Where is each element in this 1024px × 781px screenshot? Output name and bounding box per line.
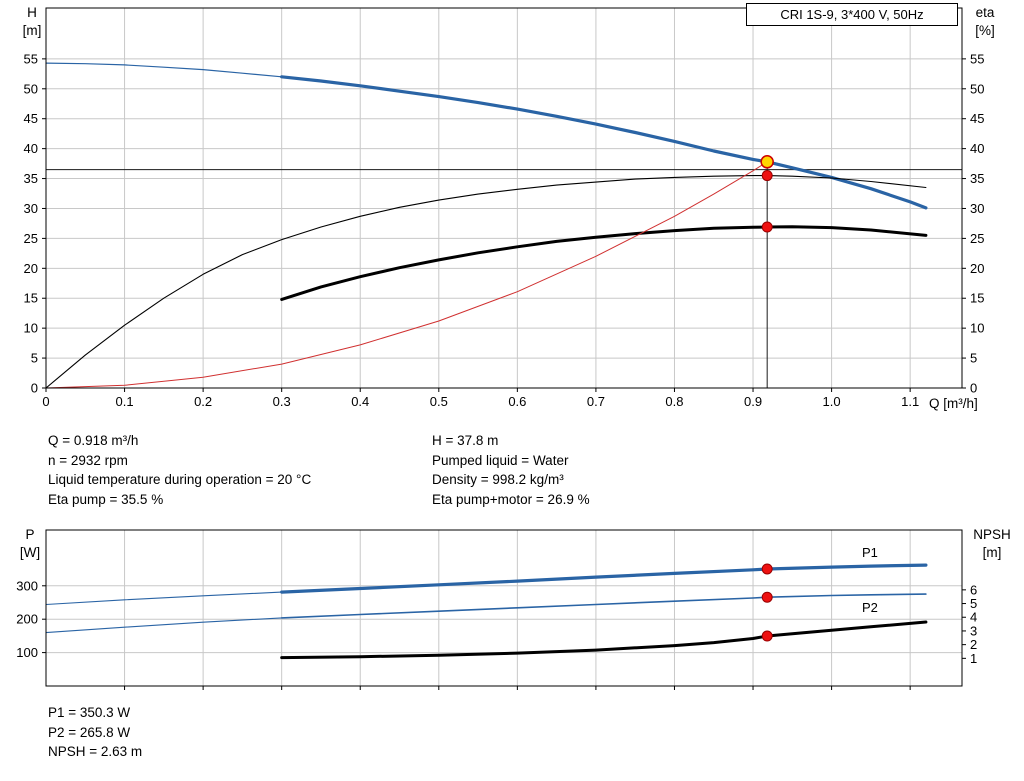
- y2-tick-label: 25: [970, 231, 984, 246]
- y-tick-label: 15: [24, 291, 38, 306]
- head-axis-title: H [m]: [14, 4, 50, 40]
- eta-axis-title: eta [%]: [962, 4, 1008, 40]
- eta-pump-curve: [45, 175, 927, 389]
- power-npsh-chart-border: [45, 529, 963, 687]
- head-axis-symbol: H: [27, 5, 37, 20]
- npsh-point: [761, 630, 773, 642]
- power-axis-unit: [W]: [19, 545, 41, 560]
- y2-tick-label: 15: [970, 291, 984, 306]
- y-tick-label: 35: [24, 171, 38, 186]
- npsh-axis-title: NPSH [m]: [964, 526, 1020, 562]
- p2-curve-label: P2: [862, 600, 878, 615]
- info-line-head: H = 37.8 m: [432, 433, 499, 448]
- x-tick-label: 0.9: [744, 394, 762, 409]
- npsh-axis-symbol: NPSH: [973, 527, 1011, 542]
- result-info: P1 = 350.3 W P2 = 265.8 W NPSH = 2.63 m: [48, 703, 142, 762]
- y2-tick-label: 0: [970, 381, 977, 396]
- y-tick-label: 40: [24, 141, 38, 156]
- p1-curve-extension: [45, 591, 283, 606]
- x-tick-label: 0.6: [508, 394, 526, 409]
- p1-curve-label: P1: [862, 545, 878, 560]
- y-tick-label: 20: [24, 261, 38, 276]
- duty-info-left: Q = 0.918 m³/h n = 2932 rpm Liquid tempe…: [48, 431, 311, 509]
- info-line-flow: Q = 0.918 m³/h: [48, 433, 139, 448]
- y2-tick-label: 30: [970, 201, 984, 216]
- qh-eta-chart-border: [45, 7, 963, 389]
- y-tick-label: 10: [24, 321, 38, 336]
- y2-tick-label: 2: [970, 637, 977, 652]
- y-tick-label: 200: [16, 612, 38, 627]
- system-curve: [45, 161, 768, 389]
- p1-point: [761, 563, 773, 575]
- flow-axis-title: Q [m³/h]: [929, 396, 978, 411]
- p2-point: [761, 591, 773, 603]
- y2-tick-label: 50: [970, 81, 984, 96]
- info-line-temperature: Liquid temperature during operation = 20…: [48, 472, 312, 487]
- info-line-eta-total: Eta pump+motor = 26.9 %: [432, 491, 590, 507]
- y-tick-label: 50: [24, 81, 38, 96]
- x-tick-label: 0: [42, 394, 49, 409]
- y-tick-label: 300: [16, 578, 38, 593]
- y2-tick-label: 40: [970, 141, 984, 156]
- duty-info-right: H = 37.8 m Pumped liquid = Water Density…: [432, 431, 590, 509]
- y2-tick-label: 45: [970, 111, 984, 126]
- y2-tick-label: 3: [970, 623, 977, 638]
- x-tick-label: 0.3: [273, 394, 291, 409]
- info-line-eta-pump: Eta pump = 35.5 %: [48, 491, 164, 507]
- x-tick-label: 0.5: [430, 394, 448, 409]
- y2-tick-label: 5: [970, 351, 977, 366]
- head-axis-unit: [m]: [22, 23, 42, 38]
- power-axis-title: P [W]: [12, 526, 48, 562]
- y2-tick-label: 1: [970, 651, 977, 666]
- y-tick-label: 55: [24, 51, 38, 66]
- y-tick-label: 0: [31, 381, 38, 396]
- eta-pump-motor-point: [761, 221, 773, 233]
- info-line-density: Density = 998.2 kg/m³: [432, 472, 564, 487]
- y-tick-label: 5: [31, 351, 38, 366]
- y2-tick-label: 35: [970, 171, 984, 186]
- y-tick-label: 45: [24, 111, 38, 126]
- eta-pump-motor-curve: [280, 225, 928, 301]
- result-line-npsh: NPSH = 2.63 m: [48, 744, 143, 759]
- y-tick-label: 30: [24, 201, 38, 216]
- x-tick-label: 0.8: [665, 394, 683, 409]
- p1-curve: [280, 563, 928, 594]
- y2-tick-label: 5: [970, 596, 977, 611]
- power-axis-symbol: P: [25, 527, 35, 542]
- y2-tick-label: 4: [970, 610, 977, 625]
- head-curve-extension: [45, 62, 283, 78]
- npsh-axis-unit: [m]: [982, 545, 1002, 560]
- x-tick-label: 0.2: [194, 394, 212, 409]
- result-line-p2: P2 = 265.8 W: [48, 724, 131, 740]
- x-tick-label: 0.4: [351, 394, 369, 409]
- eta-pump-point: [761, 170, 773, 182]
- pump-model-title: CRI 1S-9, 3*400 V, 50Hz: [746, 3, 958, 26]
- npsh-curve: [280, 620, 928, 660]
- p2-curve: [280, 593, 927, 619]
- y2-tick-label: 6: [970, 582, 977, 597]
- info-line-liquid: Pumped liquid = Water: [432, 452, 569, 468]
- y2-tick-label: 55: [970, 51, 984, 66]
- x-tick-label: 0.1: [116, 394, 134, 409]
- eta-axis-unit: [%]: [975, 23, 995, 38]
- y2-tick-label: 10: [970, 321, 984, 336]
- eta-axis-symbol: eta: [975, 5, 995, 20]
- x-tick-label: 1.1: [901, 394, 919, 409]
- info-line-speed: n = 2932 rpm: [48, 452, 128, 468]
- y-tick-label: 100: [16, 645, 38, 660]
- p2-curve-extension: [45, 617, 283, 634]
- y-tick-label: 25: [24, 231, 38, 246]
- head-curve: [280, 75, 928, 210]
- result-line-p1: P1 = 350.3 W: [48, 705, 131, 720]
- x-tick-label: 1.0: [823, 394, 841, 409]
- duty-point[interactable]: [760, 155, 774, 169]
- y2-tick-label: 20: [970, 261, 984, 276]
- x-tick-label: 0.7: [587, 394, 605, 409]
